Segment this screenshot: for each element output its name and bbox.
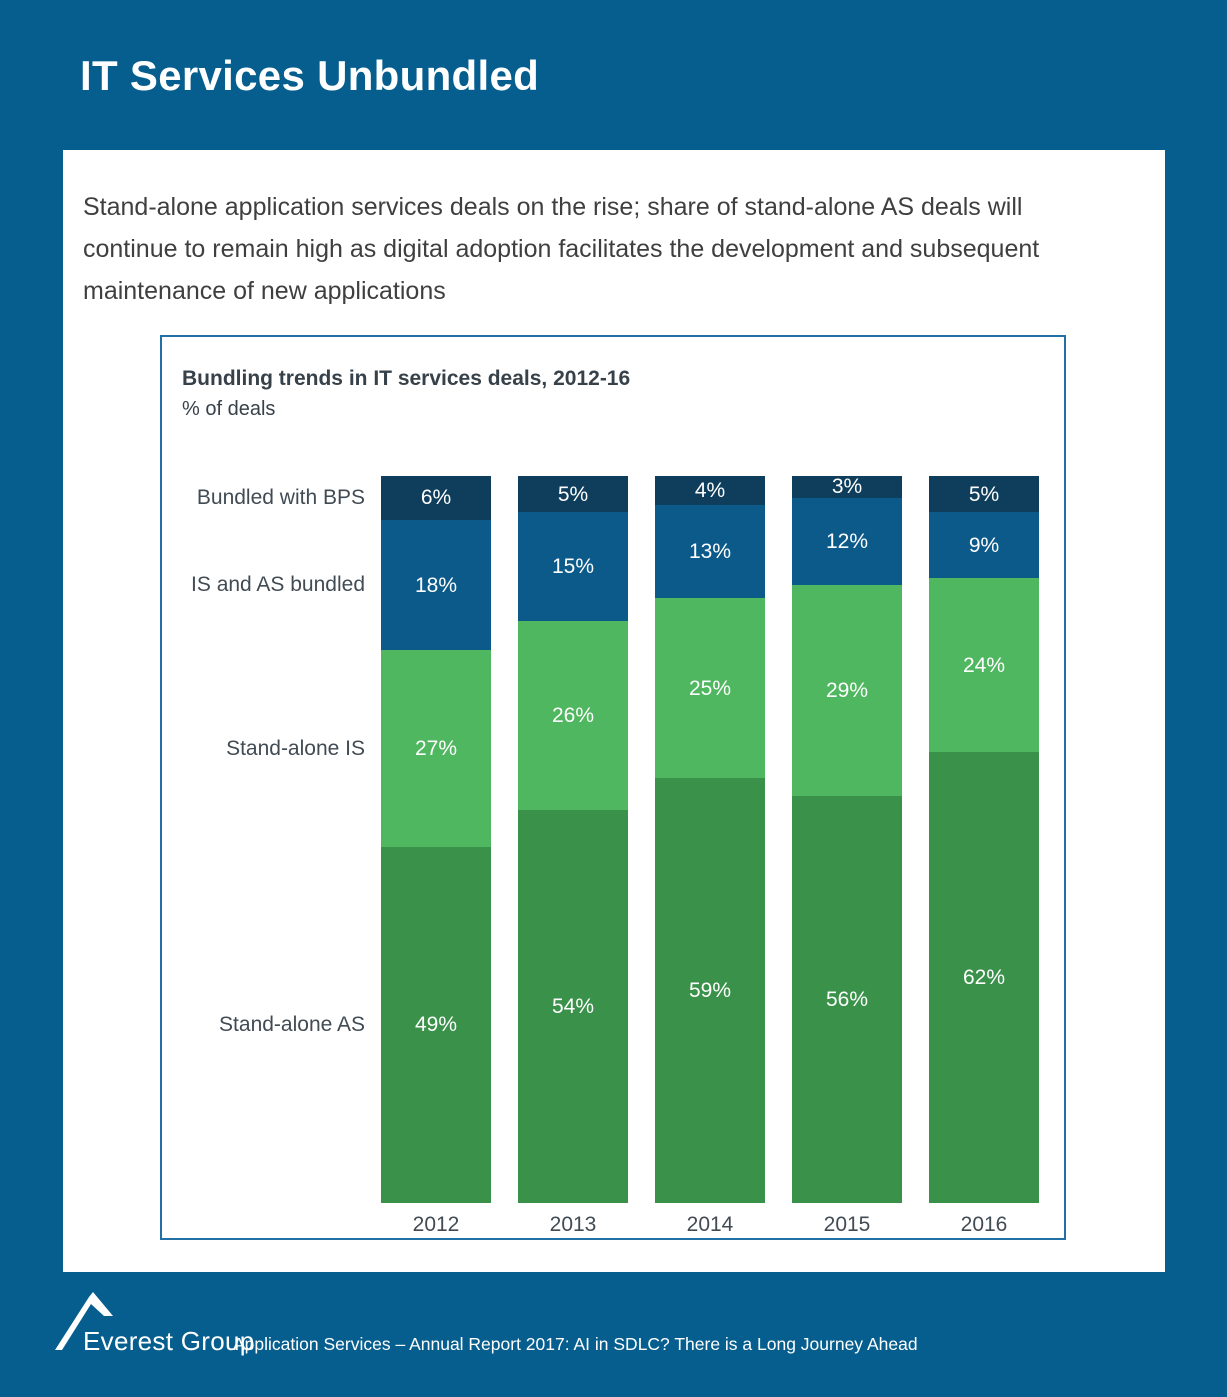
bar-value-label: 27% <box>414 737 458 761</box>
series-label: Stand-alone AS <box>219 1012 365 1036</box>
series-label: IS and AS bundled <box>191 573 365 597</box>
series-label: Bundled with BPS <box>196 485 365 509</box>
bar-value-label: 13% <box>688 540 732 564</box>
bar-value-label: 24% <box>962 653 1006 677</box>
footer: Everest Group Application Services – Ann… <box>55 1292 1175 1367</box>
bar-value-label: 49% <box>414 1013 458 1037</box>
bar-column-2016: 5% 9% 24% 62% <box>929 476 1039 1203</box>
everest-group-logo-text: Everest Group <box>83 1326 255 1356</box>
bar-value-label: 56% <box>825 987 869 1011</box>
bar-value-label: 62% <box>962 966 1006 990</box>
everest-peak-icon <box>55 1292 113 1350</box>
bar-value-label: 5% <box>968 482 1000 506</box>
bar-value-label: 15% <box>551 555 595 579</box>
chart-box: Bundling trends in IT services deals, 20… <box>160 335 1066 1240</box>
bar-column-2013: 5% 15% 26% 54% <box>518 476 628 1203</box>
bar-segment: 13% <box>655 504 765 599</box>
bar-segment: 49% <box>381 846 491 1203</box>
bar-segment: 25% <box>655 598 765 779</box>
bar-column-2015: 3% 12% 29% 56% <box>792 476 902 1203</box>
bar-segment: 15% <box>518 512 628 622</box>
page-title: IT Services Unbundled <box>80 52 540 99</box>
bar-segment: 5% <box>929 476 1039 513</box>
content-card: Stand-alone application services deals o… <box>63 150 1165 1272</box>
chart-title: Bundling trends in IT services deals, 20… <box>182 367 631 390</box>
bar-value-label: 3% <box>831 475 863 499</box>
bar-segment: 24% <box>929 577 1039 753</box>
bar-value-label: 54% <box>551 995 595 1019</box>
bar-value-label: 6% <box>420 486 452 510</box>
x-axis-label-2013: 2013 <box>549 1213 597 1236</box>
bar-value-label: 18% <box>414 573 458 597</box>
slide-description: Stand-alone application services deals o… <box>83 193 1040 305</box>
bar-value-label: 12% <box>825 529 869 553</box>
bar-column-2014: 4% 13% 25% 59% <box>655 476 765 1203</box>
bar-value-label: 29% <box>825 678 869 702</box>
bar-value-label: 9% <box>968 533 1000 557</box>
bars-area: 6% 18% 27% 49% 2012 5% 15% 26% 54% 2013 4% 13% 25% 59… <box>381 476 1061 1236</box>
bar-segment: 27% <box>381 650 491 847</box>
bar-segment: 54% <box>518 810 628 1203</box>
series-label: Stand-alone IS <box>226 736 365 760</box>
bar-segment: 9% <box>929 512 1039 578</box>
bar-segment: 26% <box>518 621 628 811</box>
bar-segment: 59% <box>655 778 765 1203</box>
bar-value-label: 59% <box>688 979 732 1003</box>
bar-segment: 29% <box>792 585 902 796</box>
x-axis-label-2015: 2015 <box>823 1213 871 1236</box>
bar-segment: 18% <box>381 519 491 651</box>
bar-value-label: 25% <box>688 676 732 700</box>
x-axis-label-2012: 2012 <box>412 1213 460 1236</box>
bar-segment: 4% <box>655 476 765 505</box>
x-axis-label-2014: 2014 <box>686 1213 734 1236</box>
bar-value-label: 5% <box>557 482 589 506</box>
chart-subtitle: % of deals <box>182 398 276 420</box>
bar-segment: 3% <box>792 476 902 498</box>
bar-segment: 62% <box>929 752 1039 1203</box>
bar-segment: 6% <box>381 476 491 520</box>
report-title: Application Services – Annual Report 201… <box>233 1334 918 1354</box>
bar-segment: 5% <box>518 476 628 513</box>
x-axis-label-2016: 2016 <box>960 1213 1008 1236</box>
bar-column-2012: 6% 18% 27% 49% <box>381 476 491 1203</box>
bar-segment: 12% <box>792 497 902 586</box>
bar-value-label: 4% <box>694 478 726 502</box>
bar-value-label: 26% <box>551 704 595 728</box>
bar-segment: 56% <box>792 795 902 1203</box>
